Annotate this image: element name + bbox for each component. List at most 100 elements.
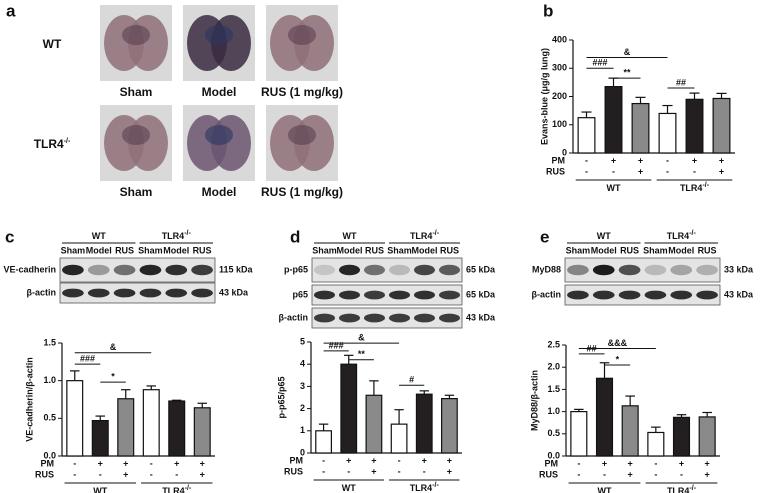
blot-band xyxy=(139,264,162,276)
blot-column: RUS xyxy=(115,245,134,255)
condition-name: PM xyxy=(41,458,55,468)
label-sup: -/- xyxy=(185,485,192,492)
y-axis-label: MyD88/β-actin xyxy=(529,370,539,431)
condition-sign: - xyxy=(666,155,669,165)
significance-label: ### xyxy=(592,58,607,68)
condition-sign: - xyxy=(322,466,325,476)
blot-row-label: β-actin xyxy=(532,289,562,299)
blot-band xyxy=(62,288,84,298)
blot-band xyxy=(339,313,360,323)
blot-band xyxy=(339,290,360,300)
y-tick-label: 2.5 xyxy=(547,339,560,349)
bar xyxy=(315,430,332,454)
y-tick-label: 4 xyxy=(300,359,305,369)
significance-label: & xyxy=(358,332,365,342)
blot-band xyxy=(87,264,110,276)
blot-size: 43 kDa xyxy=(466,312,496,322)
bar xyxy=(604,86,623,154)
bar xyxy=(168,400,186,457)
blot-band xyxy=(670,264,693,276)
blot-band xyxy=(364,290,385,300)
condition-sign: - xyxy=(398,455,401,465)
group-label: TLR4-/- xyxy=(410,230,440,242)
y-tick-label: 200 xyxy=(552,91,567,101)
group-label: WT xyxy=(597,231,611,241)
y-axis-label: p-p65/p65 xyxy=(276,376,286,418)
label-base: WT xyxy=(43,37,62,51)
group-label: TLR4-/- xyxy=(34,137,71,151)
condition-sign: + xyxy=(200,469,205,479)
group-label: WT xyxy=(93,486,107,493)
blot-band xyxy=(414,264,435,276)
group-label: TLR4-/- xyxy=(667,230,697,242)
blot-strip xyxy=(59,282,216,304)
blot-band xyxy=(592,264,615,276)
label-sup: -/- xyxy=(432,230,439,237)
blot-band xyxy=(113,264,136,276)
lung-shade xyxy=(205,125,233,145)
blot-band xyxy=(414,290,435,300)
blot-band xyxy=(62,264,84,276)
label-base: TLR4 xyxy=(410,483,433,493)
significance-label: ** xyxy=(358,349,366,359)
blot-strip xyxy=(564,284,721,306)
lung-shade xyxy=(205,25,233,45)
bar xyxy=(570,411,588,457)
y-tick-label: 0.5 xyxy=(547,428,560,438)
condition-sign: - xyxy=(577,458,580,468)
y-tick-label: 1.5 xyxy=(43,337,56,347)
blot-band xyxy=(439,313,460,323)
bar xyxy=(390,423,408,454)
label-base: TLR4 xyxy=(667,486,690,493)
label-base: WT xyxy=(343,231,357,241)
significance-label: ## xyxy=(676,77,686,87)
blot-column: RUS xyxy=(193,245,212,255)
blot-band xyxy=(592,290,615,300)
column-label: Model xyxy=(202,185,237,199)
condition-sign: + xyxy=(628,458,633,468)
blot-column: Model xyxy=(86,245,112,255)
blot-strip xyxy=(564,257,721,283)
significance-label: * xyxy=(616,354,620,364)
column-label: Sham xyxy=(120,185,153,199)
label-base: WT xyxy=(607,183,621,193)
blot-column: Sham xyxy=(138,245,163,255)
condition-sign: - xyxy=(73,458,76,468)
label-base: WT xyxy=(597,231,611,241)
blot-size: 43 kDa xyxy=(724,289,754,299)
blot-column: Sham xyxy=(643,245,668,255)
group-label: TLR4-/- xyxy=(667,485,697,493)
bar xyxy=(142,389,160,457)
label-sup: -/- xyxy=(432,482,439,489)
group-label: WT xyxy=(598,486,612,493)
y-tick-label: 5 xyxy=(300,336,305,346)
condition-name: RUS xyxy=(284,466,303,476)
group-label: WT xyxy=(342,483,356,493)
blot-band xyxy=(139,288,162,298)
blot-band xyxy=(644,264,667,276)
lung-shade xyxy=(288,125,316,145)
blot-band xyxy=(364,264,385,276)
significance-label: & xyxy=(110,342,117,352)
condition-name: RUS xyxy=(35,469,54,479)
y-tick-label: 400 xyxy=(552,34,567,44)
blot-strip xyxy=(311,257,463,283)
blot-band xyxy=(439,264,460,276)
blot-band xyxy=(618,290,641,300)
condition-sign: + xyxy=(371,466,376,476)
condition-sign: - xyxy=(666,166,669,176)
y-tick-label: 2 xyxy=(300,403,305,413)
y-tick-label: 1 xyxy=(300,425,305,435)
condition-sign: + xyxy=(174,458,179,468)
y-tick-label: 0 xyxy=(300,447,305,457)
blot-band xyxy=(339,264,360,276)
blot-band xyxy=(165,288,188,298)
condition-sign: - xyxy=(150,469,153,479)
condition-sign: - xyxy=(585,166,588,176)
column-label: RUS (1 mg/kg) xyxy=(261,85,343,99)
condition-sign: - xyxy=(585,155,588,165)
bar xyxy=(365,394,383,454)
condition-sign: - xyxy=(73,469,76,479)
condition-sign: + xyxy=(719,155,724,165)
blot-column: Sham xyxy=(61,245,86,255)
